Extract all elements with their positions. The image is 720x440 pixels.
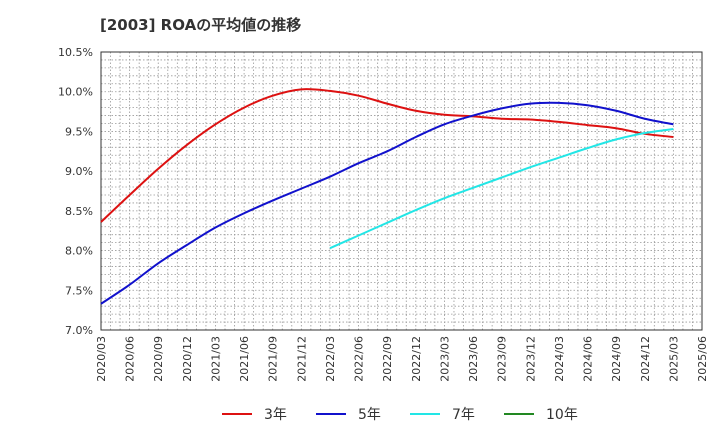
y-tick-label: 9.0% <box>65 165 93 178</box>
x-tick-label: 2023/03 <box>438 336 451 382</box>
x-tick-label: 2021/12 <box>295 336 308 382</box>
series-line-1 <box>100 88 674 223</box>
x-tick-label: 2021/06 <box>238 336 251 382</box>
legend-label: 10年 <box>546 407 578 423</box>
x-tick-label: 2022/06 <box>353 336 366 382</box>
x-tick-label: 2024/09 <box>610 336 623 382</box>
x-tick-label: 2022/03 <box>324 336 337 382</box>
series-layer <box>100 88 674 305</box>
plot-frame <box>100 51 703 331</box>
series-line-2 <box>100 101 674 305</box>
x-tick-label: 2023/06 <box>467 336 480 382</box>
x-tick-label: 2023/09 <box>496 336 509 382</box>
grid-layer <box>100 51 703 331</box>
x-tick-label: 2023/12 <box>524 336 537 382</box>
x-tick-label: 2020/06 <box>124 336 137 382</box>
y-tick-label: 9.5% <box>65 125 93 138</box>
x-tick-label: 2024/03 <box>553 336 566 382</box>
x-tick-labels: 2020/03 2020/06 2020/09 2020/12 2021/03 2021/… <box>95 336 709 382</box>
x-tick-label: 2020/09 <box>152 336 165 382</box>
y-tick-label: 10.0% <box>58 86 93 99</box>
x-tick-label: 2024/12 <box>639 336 652 382</box>
plot-area <box>101 52 702 330</box>
x-tick-label: 2025/06 <box>696 336 709 382</box>
legend-label: 5年 <box>358 407 381 423</box>
legend-label: 3年 <box>264 407 287 423</box>
legend: 3年 5年 7年 10年 <box>222 407 578 423</box>
y-tick-label: 8.5% <box>65 205 93 218</box>
y-tick-label: 10.5% <box>58 46 93 59</box>
x-tick-label: 2021/09 <box>267 336 280 382</box>
x-tick-label: 2020/03 <box>95 336 108 382</box>
y-tick-label: 8.0% <box>65 245 93 258</box>
x-tick-label: 2022/09 <box>381 336 394 382</box>
x-tick-label: 2020/12 <box>181 336 194 382</box>
x-tick-label: 2022/12 <box>410 336 423 382</box>
x-tick-label: 2025/03 <box>667 336 680 382</box>
y-tick-label: 7.5% <box>65 284 93 297</box>
y-tick-labels: 7.0% 7.5% 8.0% 8.5% 9.0% 9.5% 10.0% 10.5% <box>58 46 93 337</box>
chart-title: [2003] ROAの平均値の推移 <box>100 16 302 34</box>
y-tick-label: 7.0% <box>65 324 93 337</box>
x-tick-label: 2021/03 <box>209 336 222 382</box>
series-line-3 <box>329 128 674 250</box>
x-tick-label: 2024/06 <box>582 336 595 382</box>
legend-label: 7年 <box>452 407 475 423</box>
